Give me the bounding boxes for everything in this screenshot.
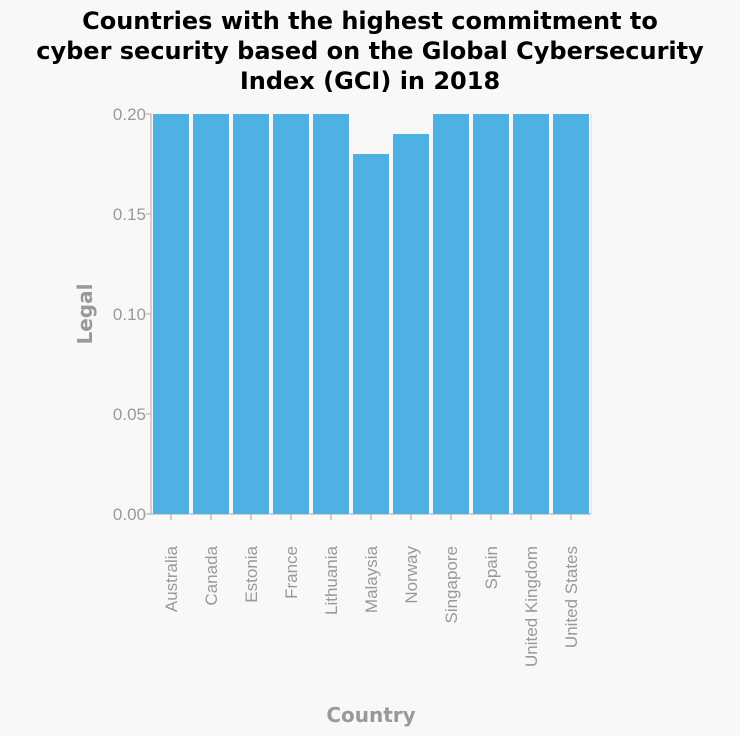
chart-title: Countries with the highest commitment to…	[36, 7, 704, 95]
bar-singapore	[433, 114, 469, 514]
bar-norway	[393, 134, 429, 514]
x-tick-label: Lithuania	[322, 545, 341, 615]
bar-malaysia	[353, 154, 389, 514]
x-tick-label: Norway	[402, 546, 421, 604]
bar-united-states	[553, 114, 589, 514]
y-axis: 0.00 0.05 0.10 0.15 0.20	[113, 105, 592, 524]
x-tick-label: Canada	[202, 545, 221, 605]
y-tick-label: 0.15	[113, 205, 146, 224]
y-tick-label: 0.20	[113, 105, 146, 124]
bar-united-kingdom	[513, 114, 549, 514]
bar-france	[273, 114, 309, 514]
x-tick-label: Australia	[162, 545, 181, 612]
y-tick-label: 0.10	[113, 305, 146, 324]
bar-canada	[193, 114, 229, 514]
x-tick-label: United Kingdom	[522, 546, 541, 667]
bar-estonia	[233, 114, 269, 514]
x-tick-label: Singapore	[442, 546, 461, 624]
x-tick-label: Malaysia	[362, 545, 381, 613]
bar-spain	[473, 114, 509, 514]
y-tick-label: 0.05	[113, 405, 146, 424]
x-tick-label: France	[282, 546, 301, 599]
bar-lithuania	[313, 114, 349, 514]
x-tick-label: Estonia	[242, 545, 261, 602]
bars	[153, 114, 589, 514]
y-tick-label: 0.00	[113, 505, 146, 524]
x-tick-label: United States	[562, 546, 581, 648]
bar-australia	[153, 114, 189, 514]
x-tick-label: Spain	[482, 546, 501, 589]
x-axis: Australia Canada Estonia France Lithuania Mal…	[151, 513, 591, 667]
y-axis-label: Legal	[73, 284, 97, 345]
x-axis-label: Country	[326, 703, 415, 727]
